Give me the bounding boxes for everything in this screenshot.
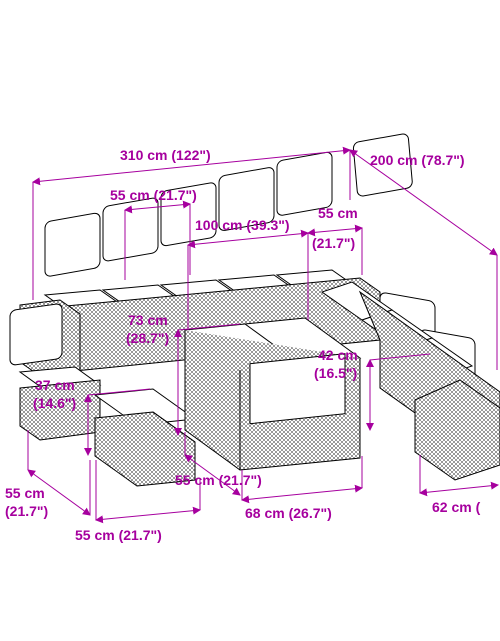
dim-seat55b: 55 cm — [318, 205, 358, 221]
dim-table100: 100 cm (39.3") — [195, 217, 290, 233]
dim-h42: 42 cm — [318, 347, 358, 363]
dim-depth-total: 200 cm (78.7") — [370, 152, 465, 168]
diagram-svg: 310 cm (122") 200 cm (78.7") 55 cm (21.7… — [0, 0, 500, 641]
dim-ott-frontb: (21.7") — [5, 503, 48, 519]
dim-tbl-front: 68 cm (26.7") — [245, 505, 332, 521]
dim-ott-side: 55 cm (21.7") — [75, 527, 162, 543]
dim-tbl-side: 55 cm (21.7") — [175, 472, 262, 488]
dim-corner62: 62 cm ( — [432, 499, 481, 515]
diagram-stage: 310 cm (122") 200 cm (78.7") 55 cm (21.7… — [0, 0, 500, 641]
dim-h73: 73 cm — [128, 312, 168, 328]
dim-h37: 37 cm — [35, 377, 75, 393]
dim-h73b: (28.7") — [126, 330, 169, 346]
dim-seat55a: 55 cm (21.7") — [110, 187, 197, 203]
dim-width-total: 310 cm (122") — [120, 147, 211, 163]
dim-ott-front: 55 cm — [5, 485, 45, 501]
furniture — [10, 133, 500, 486]
dim-h37b: (14.6") — [33, 395, 76, 411]
dim-h42b: (16.5") — [314, 365, 357, 381]
table — [185, 318, 360, 470]
dim-seat55b2: (21.7") — [312, 235, 355, 251]
